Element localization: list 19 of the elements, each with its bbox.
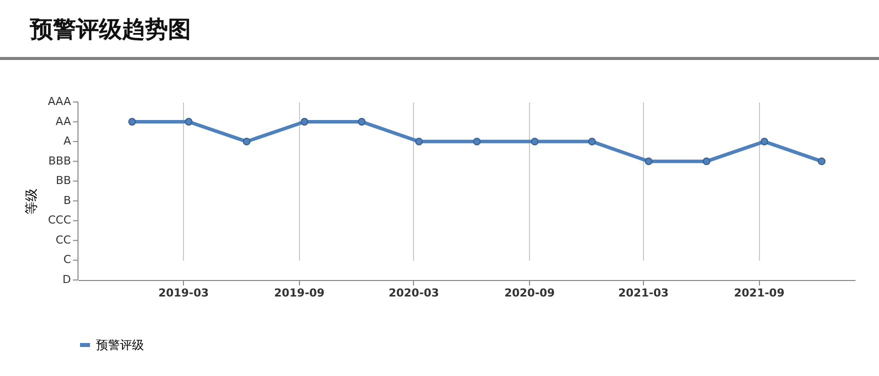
text: C [63,253,72,266]
x-tick-label: 2019-03 [158,286,209,300]
chart-title: 预警评级趋势图 [30,16,191,45]
text: AA [56,114,72,128]
legend-label: 预警评级 [96,338,144,352]
x-tick-label: 2020-09 [504,286,555,300]
text: AAA [48,95,72,108]
text: CC [56,233,72,246]
y-axis-title: 等级 [24,188,40,214]
x-tick-label: 2021-03 [618,286,669,300]
x-tick-label: 2019-09 [274,286,325,300]
text: D [62,273,71,286]
x-tick-label: 2020-03 [388,286,440,300]
text: BBB [48,154,71,168]
text: B [63,194,71,207]
text: A [63,134,72,148]
text: BB [56,174,71,188]
text: CCC [48,214,72,227]
x-tick-label: 2021-09 [734,286,784,300]
